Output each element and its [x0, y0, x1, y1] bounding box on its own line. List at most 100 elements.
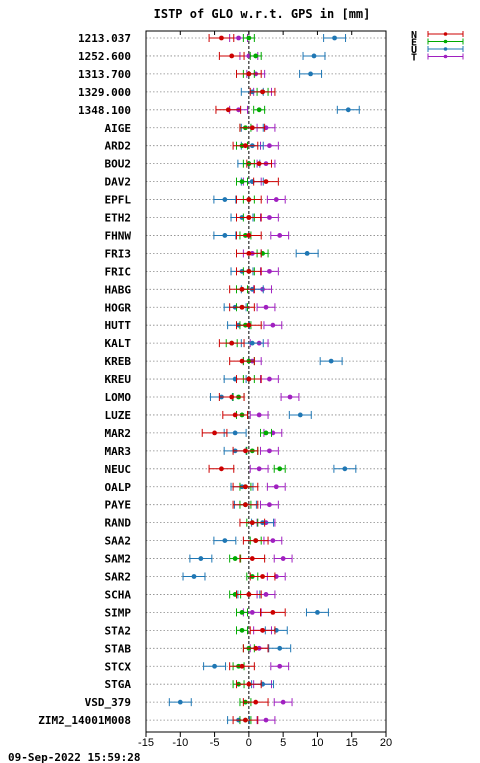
- point-N: [229, 303, 255, 312]
- point-T: [266, 482, 286, 491]
- point-N: [236, 231, 262, 240]
- x-tick-label: 0: [246, 737, 252, 749]
- point-U: [288, 410, 312, 419]
- point-U: [223, 428, 247, 437]
- legend-item-U: U: [411, 45, 464, 56]
- row-label: BOU2: [105, 158, 132, 171]
- row-label: SCHA: [105, 588, 132, 601]
- legend-item-E: E: [411, 38, 464, 49]
- point-T: [256, 716, 276, 725]
- row-label: SAM2: [105, 553, 132, 566]
- point-U: [213, 195, 237, 204]
- point-T: [256, 303, 276, 312]
- point-T: [273, 698, 293, 707]
- point-U: [268, 644, 292, 653]
- row-label: 1252.600: [78, 50, 131, 63]
- point-E: [253, 105, 266, 114]
- legend-label: U: [411, 45, 417, 56]
- point-N: [229, 662, 255, 671]
- legend-label: T: [411, 53, 417, 64]
- point-T: [249, 410, 269, 419]
- x-tick-label: -5: [210, 737, 220, 749]
- data-marks: [168, 34, 360, 725]
- point-U: [333, 464, 357, 473]
- point-N: [242, 644, 269, 653]
- row-label: FRIC: [105, 265, 132, 278]
- point-U: [305, 608, 329, 617]
- point-E: [260, 428, 272, 437]
- point-E: [242, 34, 255, 42]
- point-N: [249, 572, 276, 581]
- point-N: [236, 249, 262, 258]
- legend-label: N: [411, 30, 417, 41]
- row-labels: 1213.037 1252.600 1313.700 1329.000 1348.100…: [38, 32, 131, 727]
- row-label: KREB: [105, 355, 132, 368]
- point-U: [323, 34, 347, 42]
- point-T: [260, 375, 279, 384]
- row-label: RAND: [105, 517, 132, 530]
- row-label: KALT: [105, 337, 132, 350]
- point-N: [236, 195, 262, 204]
- row-label: SIMP: [105, 606, 132, 619]
- timestamp: 09-Sep-2022 15:59:28: [8, 751, 140, 763]
- x-tick-label: 20: [380, 737, 392, 749]
- point-T: [260, 267, 279, 276]
- row-label: FRI3: [105, 247, 132, 260]
- point-U: [319, 357, 343, 366]
- point-N: [218, 393, 245, 401]
- row-label: SAA2: [105, 535, 132, 548]
- point-N: [242, 536, 269, 545]
- row-label: HABG: [105, 283, 132, 296]
- row-label: MAR3: [105, 445, 132, 458]
- point-U: [189, 554, 213, 563]
- point-T: [270, 662, 290, 671]
- point-E: [236, 177, 248, 186]
- row-label: AIGE: [105, 122, 132, 135]
- row-label: 1329.000: [78, 86, 131, 99]
- point-N: [236, 321, 262, 330]
- point-N: [232, 446, 259, 455]
- row-label: HOGR: [105, 301, 132, 314]
- point-N: [218, 51, 245, 60]
- row-label: 1348.100: [78, 104, 131, 117]
- point-N: [218, 339, 245, 348]
- point-T: [273, 554, 293, 563]
- point-N: [249, 626, 276, 635]
- point-N: [232, 482, 259, 491]
- point-N: [208, 464, 235, 473]
- point-U: [240, 339, 264, 348]
- point-N: [236, 69, 262, 78]
- legend-item-N: N: [411, 30, 464, 41]
- point-E: [273, 464, 286, 473]
- plot-frame: [145, 30, 387, 733]
- row-label: 1313.700: [78, 68, 131, 81]
- row-label: OALP: [105, 481, 132, 494]
- x-axis: -15 -10 -5 0 5 10 15 20: [138, 31, 392, 749]
- chart-title: ISTP of GLO w.r.t. GPS in [mm]: [154, 7, 371, 21]
- point-N: [242, 698, 269, 707]
- point-U: [302, 51, 326, 60]
- point-N: [236, 680, 262, 689]
- x-tick-label: -10: [172, 737, 188, 749]
- legend-item-T: T: [411, 53, 464, 64]
- point-T: [249, 464, 269, 473]
- legend-label: E: [411, 38, 417, 49]
- point-N: [236, 375, 262, 384]
- row-label: SAR2: [105, 571, 132, 584]
- point-N: [232, 716, 259, 725]
- point-N: [208, 34, 235, 42]
- point-N: [229, 357, 255, 366]
- x-tick-label: 15: [346, 737, 358, 749]
- point-N: [236, 267, 262, 276]
- point-T: [260, 500, 279, 509]
- point-N: [236, 590, 262, 599]
- row-label: MAR2: [105, 427, 132, 440]
- point-N: [239, 554, 266, 563]
- point-U: [203, 662, 227, 671]
- point-U: [336, 105, 360, 114]
- x-tick-label: 10: [311, 737, 323, 749]
- point-N: [239, 123, 266, 132]
- row-label: STA2: [105, 624, 132, 637]
- point-N: [201, 428, 228, 437]
